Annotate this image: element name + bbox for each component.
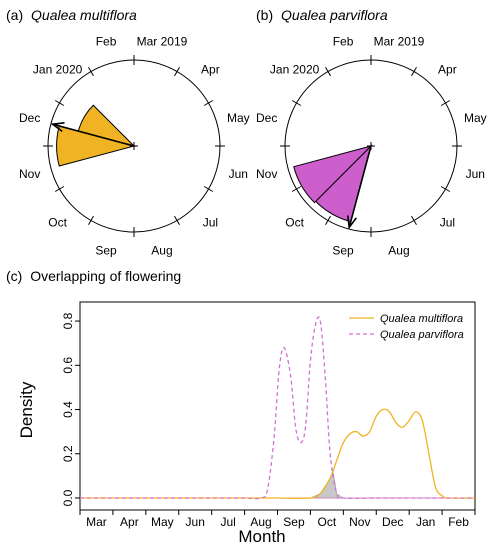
panel-b-mean-vector: [348, 145, 372, 228]
panel-b-tick: [440, 186, 451, 192]
legend-label: Qualea parviflora: [380, 329, 464, 341]
panel-a-month-label: Jan 2020: [33, 63, 83, 77]
x-tick-label: May: [151, 515, 174, 529]
panel-a-tick: [174, 66, 180, 77]
y-axis-label: Density: [17, 381, 36, 438]
panel-a-tick: [54, 100, 65, 106]
svg-text:(b) Qualea parviflora: (b) Qualea parviflora: [256, 7, 388, 23]
panel-a-month-label: Jun: [229, 167, 248, 181]
panel-b-month-label: Oct: [285, 215, 304, 229]
panel-b-tick: [291, 186, 302, 192]
circular-plot-a: Mar 2019 Apr May Jun Jul Aug Sep Oct Nov Dec Jan 2…: [19, 35, 250, 258]
circular-plot-b: Mar 2019 Apr May Jun Jul Aug Sep Oct Nov Dec Jan 2…: [256, 35, 487, 258]
panel-b-month-label: Jul: [440, 215, 455, 229]
panel-a: (a) Qualea multiflora Mar 2019 Apr May Jun J…: [6, 7, 250, 257]
series-line-multiflora: [80, 408, 476, 499]
panel-b-month-label: Sep: [332, 243, 354, 257]
panel-a-month-label: Mar 2019: [137, 35, 188, 49]
x-tick-label: Jul: [220, 515, 235, 529]
panel-b-tick: [411, 215, 417, 226]
panel-b-label: (b): [256, 7, 273, 23]
panel-b: (b) Qualea parviflora Mar 2019 Apr May Jun J…: [256, 7, 487, 257]
x-tick-label: Mar: [86, 515, 107, 529]
panel-a-tick: [203, 186, 214, 192]
panel-a-arrowhead: [50, 121, 65, 133]
panel-a-month-label: Jul: [203, 215, 218, 229]
panel-a-tick: [54, 186, 65, 192]
panel-a-month-label: Sep: [95, 243, 117, 257]
panel-c-label: (c): [6, 268, 22, 284]
svg-text:(c) Overlapping of flowe: (c) Overlapping of flowering: [6, 268, 181, 284]
panel-a-center-mark: [130, 142, 138, 150]
panel-a-month-label: Oct: [48, 215, 67, 229]
x-tick-label: Feb: [448, 515, 469, 529]
panel-a-tick: [88, 215, 94, 226]
svg-text:(a) Qualea multiflora: (a) Qualea multiflora: [6, 7, 137, 23]
x-tick-label: Aug: [250, 515, 271, 529]
x-tick-label: Dec: [382, 515, 403, 529]
panel-b-month-label: Apr: [438, 63, 457, 77]
density-plot: 0.0 0.2 0.4 0.6 0.8 Mar Apr May Jun Jul Aug Sep Oct N…: [61, 301, 476, 529]
panel-b-wedge: [293, 145, 373, 204]
x-tick-label: Nov: [349, 515, 370, 529]
panel-a-tick: [174, 215, 180, 226]
panel-c: (c) Overlapping of flowering 0.00.20.40.…: [6, 268, 476, 546]
panel-a-mean-vector: [52, 123, 135, 147]
panel-a-month-label: Apr: [201, 63, 220, 77]
x-axis-label: Month: [238, 527, 285, 546]
panel-b-center-mark: [367, 142, 375, 150]
panel-b-tick: [440, 100, 451, 106]
panel-b-tick: [325, 215, 331, 226]
overlap-area: [310, 470, 345, 499]
panel-b-month-label: Mar 2019: [374, 35, 425, 49]
panel-c-title: Overlapping of flowering: [30, 268, 181, 284]
x-tick-label: Sep: [283, 515, 305, 529]
series-line-parviflora: [80, 316, 475, 500]
panel-b-month-label: Feb: [333, 35, 354, 49]
x-tick-label: Jan: [416, 515, 435, 529]
panel-b-tick: [411, 66, 417, 77]
y-tick-label: 0.4: [61, 401, 75, 418]
panel-a-month-label: Nov: [19, 167, 40, 181]
y-tick-label: 0.0: [61, 489, 75, 506]
x-tick-label: Oct: [318, 515, 337, 529]
panel-b-month-label: Nov: [256, 167, 277, 181]
panel-b-month-label: Jun: [466, 167, 485, 181]
panel-a-month-label: May: [227, 111, 250, 125]
y-tick-label: 0.8: [61, 312, 75, 329]
panel-b-month-label: Aug: [388, 243, 409, 257]
panel-a-month-label: Dec: [19, 111, 40, 125]
y-tick-label: 0.6: [61, 357, 75, 374]
panel-a-month-label: Aug: [151, 243, 172, 257]
panel-a-month-label: Feb: [96, 35, 117, 49]
x-tick-label: Apr: [120, 515, 139, 529]
panel-b-month-label: Jan 2020: [270, 63, 320, 77]
panel-b-arrowhead: [346, 215, 358, 230]
panel-a-label: (a): [6, 7, 23, 23]
y-tick-label: 0.2: [61, 445, 75, 462]
panel-a-tick: [203, 100, 214, 106]
panel-a-tick: [88, 66, 94, 77]
panel-b-tick: [325, 66, 331, 77]
panel-a-title: Qualea multiflora: [31, 7, 137, 23]
x-tick-label: Jun: [186, 515, 205, 529]
panel-b-title: Qualea parviflora: [281, 7, 388, 23]
panel-b-tick: [291, 100, 302, 106]
panel-b-month-label: Dec: [256, 111, 277, 125]
legend-label: Qualea multiflora: [380, 313, 463, 325]
panel-b-month-label: May: [464, 111, 487, 125]
